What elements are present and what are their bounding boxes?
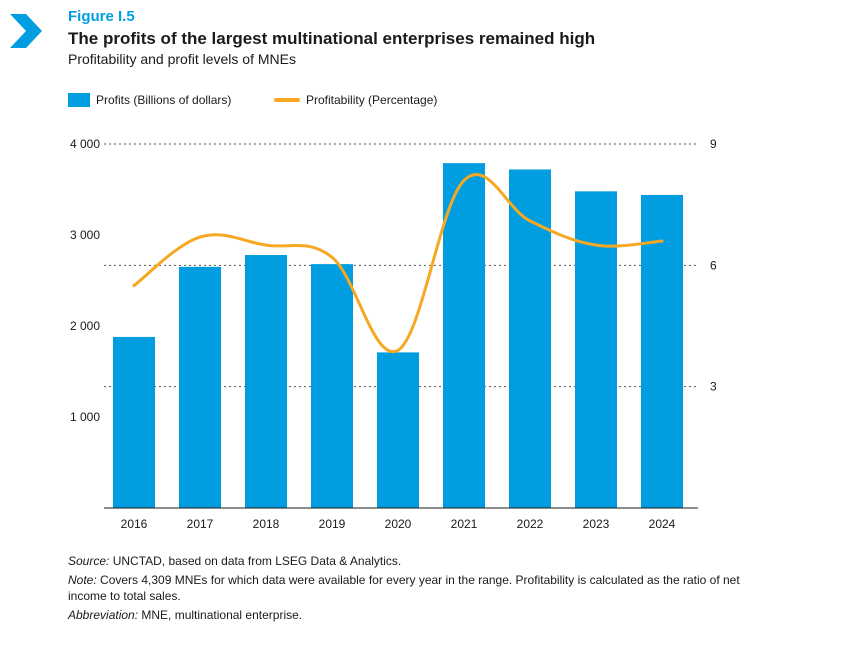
y-left-tick-label: 4 000 <box>70 137 100 151</box>
y-right-tick-label: 6 <box>710 258 717 272</box>
profitability-point-2019 <box>330 255 334 259</box>
profitability-point-2022 <box>528 219 532 223</box>
x-tick-label: 2019 <box>319 517 346 531</box>
x-tick-label: 2020 <box>385 517 412 531</box>
source-text: UNCTAD, based on data from LSEG Data & A… <box>109 554 402 568</box>
x-tick-label: 2024 <box>649 517 676 531</box>
y-right-tick-label: 9 <box>710 137 717 151</box>
x-tick-label: 2021 <box>451 517 478 531</box>
bar-2017 <box>179 266 221 508</box>
chevron-right-icon <box>10 14 42 48</box>
source-label: Source: <box>68 554 110 568</box>
bar-2024 <box>641 194 683 508</box>
y-left-tick-label: 1 000 <box>70 410 100 424</box>
x-tick-label: 2023 <box>583 517 610 531</box>
y-left-tick-label: 2 000 <box>70 319 100 333</box>
bar-2022 <box>509 169 551 509</box>
abbreviation-label: Abbreviation: <box>68 608 139 622</box>
legend-swatch-line <box>274 98 300 102</box>
figure-notes: Source: UNCTAD, based on data from LSEG … <box>68 553 768 626</box>
combo-chart: 9 6 3 4 000 3 000 2 000 1 000 2016 2017 2018 2019 2… <box>70 137 717 531</box>
x-tick-label: 2017 <box>187 517 214 531</box>
note-text: Covers 4,309 MNEs for which data were av… <box>68 573 740 603</box>
legend-swatch-bar <box>68 93 90 107</box>
profitability-point-2018 <box>264 243 268 247</box>
figure-subtitle: Profitability and profit levels of MNEs <box>68 51 296 67</box>
y-right-tick-label: 3 <box>710 380 717 394</box>
source-note: Source: UNCTAD, based on data from LSEG … <box>68 553 768 569</box>
x-tick-label: 2016 <box>121 517 148 531</box>
abbreviation-note: Abbreviation: MNE, multinational enterpr… <box>68 607 768 623</box>
legend-label-profitability: Profitability (Percentage) <box>306 93 438 107</box>
x-tick-label: 2018 <box>253 517 280 531</box>
bar-2023 <box>575 191 617 508</box>
bar-2018 <box>245 255 287 508</box>
profitability-point-2021 <box>462 178 466 182</box>
abbreviation-text: MNE, multinational enterprise. <box>138 608 303 622</box>
profitability-point-2016 <box>132 284 136 288</box>
profitability-point-2020 <box>396 348 400 352</box>
figure-title: The profits of the largest multinational… <box>68 29 596 48</box>
legend-item-profitability: Profitability (Percentage) <box>274 93 437 107</box>
note-label: Note: <box>68 573 97 587</box>
method-note: Note: Covers 4,309 MNEs for which data w… <box>68 572 768 604</box>
bar-2016 <box>113 336 155 508</box>
legend-label-profits: Profits (Billions of dollars) <box>96 93 232 107</box>
profitability-point-2017 <box>198 235 202 239</box>
y-left-tick-label: 3 000 <box>70 228 100 242</box>
figure-label: Figure I.5 <box>68 8 135 25</box>
bar-2021 <box>443 163 485 509</box>
profitability-point-2023 <box>594 243 598 247</box>
bar-2020 <box>377 352 419 508</box>
legend-item-profits: Profits (Billions of dollars) <box>68 93 231 107</box>
x-tick-label: 2022 <box>517 517 544 531</box>
figure-header: Figure I.5 The profits of the largest mu… <box>0 0 852 80</box>
profitability-point-2024 <box>660 239 664 243</box>
bar-2019 <box>311 264 353 508</box>
